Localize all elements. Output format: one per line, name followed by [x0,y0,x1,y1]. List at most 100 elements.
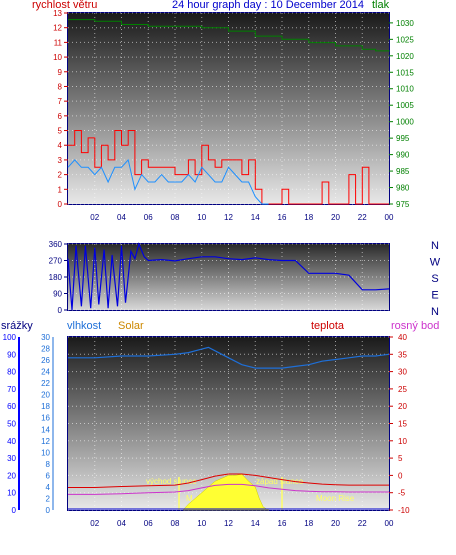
sunset-annotation: západ slunce [256,477,304,486]
hour-tick-label: 06 [144,213,153,222]
hour-tick-label: 00 [385,213,394,222]
pressure-axis-tick-label: 1015 [396,68,414,77]
pressure-axis-tick-label: 985 [396,167,410,176]
hour-tick-label: 10 [197,213,206,222]
sunrise-annotation: východ slunce [146,477,197,486]
hour-tick-label: 08 [171,519,180,528]
humidity-axis-tick-label: 4 [46,483,51,492]
humidity-axis-tick-label: 28 [41,345,50,354]
humidity-axis-tick-label: 12 [41,437,50,446]
rain-axis-tick-label: 50 [7,420,16,429]
temperature-axis-tick-label: 0 [398,471,403,480]
temperature-axis-tick-label: 35 [398,350,407,359]
humidity-series [68,346,390,369]
hour-tick-label: 12 [224,519,233,528]
rain-axis-title: srážky [1,320,33,332]
humidity-axis-tick-label: 10 [41,448,50,457]
humidity-axis-tick-label: 8 [46,460,51,469]
hour-tick-label: 00 [385,519,394,528]
humidity-axis-tick-label: 2 [46,494,51,503]
rain-axis-tick-label: 40 [7,437,16,446]
wind-pressure-chart: 0123456789101112139759809859909951000100… [53,9,414,222]
rain-axis-tick-label: 80 [7,368,16,377]
top-right-axis-title: tlak [372,0,390,11]
rain-axis-tick-label: 60 [7,402,16,411]
dewpoint-series [68,483,389,495]
temperature-axis-tick-label: 20 [398,402,407,411]
direction-axis-tick-label: 270 [49,257,63,266]
pressure-axis-tick-label: 980 [396,184,410,193]
wind-axis-tick-label: 10 [53,53,62,62]
temperature-axis-tick-label: 30 [398,368,407,377]
humidity-axis-tick-label: 22 [41,379,50,388]
pressure-axis-tick-label: 1025 [396,35,414,44]
wind-axis-tick-label: 12 [53,24,62,33]
wind-max-series [68,130,389,205]
temperature-axis-tick-label: -10 [398,506,410,515]
hour-tick-label: 06 [144,519,153,528]
humidity-axis-tick-label: 14 [41,425,50,434]
wind-axis-tick-label: 9 [58,68,63,77]
direction-series [67,242,390,311]
humidity-temperature-chart: 0102030405060708090100024681012141618202… [3,333,410,528]
wind-axis-tick-label: 5 [58,127,63,136]
pressure-axis-tick-label: 1020 [396,52,414,61]
pressure-axis-tick-label: 1005 [396,101,414,110]
temperature-axis-tick-label: 10 [398,437,407,446]
moonset-annotation: M [186,494,193,503]
compass-label: N [431,240,439,252]
chart-title: 24 hour graph day : 10 December 2014 [172,0,365,11]
humidity-axis-title: vlhkost [67,320,102,332]
hour-tick-label: 08 [171,213,180,222]
direction-axis-tick-label: 0 [58,306,63,315]
hour-tick-label: 04 [117,213,126,222]
temperature-axis-tick-label: -5 [398,489,406,498]
direction-axis-tick-label: 90 [53,290,62,299]
humidity-axis-tick-label: 6 [46,471,51,480]
hour-tick-label: 20 [331,213,340,222]
hour-tick-label: 12 [224,213,233,222]
hour-tick-label: 22 [358,213,367,222]
rain-axis-tick-label: 100 [3,333,17,342]
rain-axis-tick-label: 70 [7,385,16,394]
wind-axis-tick-label: 0 [58,200,63,209]
solar-axis-title: Solar [118,320,144,332]
hour-tick-label: 14 [251,519,260,528]
pressure-axis-tick-label: 1000 [396,118,414,127]
hour-tick-label: 02 [90,519,99,528]
moonrise-annotation: Moon Rise [316,494,355,503]
wind-axis-tick-label: 11 [54,38,63,47]
pressure-axis-tick-label: 990 [396,151,410,160]
hour-tick-label: 14 [251,213,260,222]
humidity-axis-tick-label: 16 [41,414,50,423]
hour-tick-label: 20 [331,519,340,528]
wind-axis-tick-label: 2 [58,171,63,180]
compass-label: W [430,257,441,269]
temperature-axis-tick-label: 25 [398,385,407,394]
wind-axis-tick-label: 8 [58,82,63,91]
wind-axis-tick-label: 7 [58,97,63,106]
hour-tick-label: 10 [197,519,206,528]
humidity-axis-tick-label: 18 [41,402,50,411]
compass-label: N [431,306,439,318]
hour-tick-label: 18 [304,213,313,222]
solar-area [182,473,269,511]
humidity-axis-tick-label: 30 [41,333,50,342]
wind-axis-tick-label: 13 [53,9,62,18]
temperature-axis-tick-label: 15 [398,420,407,429]
rain-axis-tick-label: 0 [12,506,17,515]
temperature-series [68,473,389,488]
humidity-axis-tick-label: 24 [41,368,50,377]
wind-axis-tick-label: 3 [58,156,63,165]
humidity-axis-tick-label: 0 [46,506,51,515]
top-left-axis-title: rychlost větru [32,0,98,11]
compass-label: S [431,273,438,285]
hour-tick-label: 02 [90,213,99,222]
humidity-axis-tick-label: 20 [41,391,50,400]
wind-avg-series [67,158,269,205]
rain-axis-tick-label: 90 [7,350,16,359]
compass-label: E [431,290,438,302]
